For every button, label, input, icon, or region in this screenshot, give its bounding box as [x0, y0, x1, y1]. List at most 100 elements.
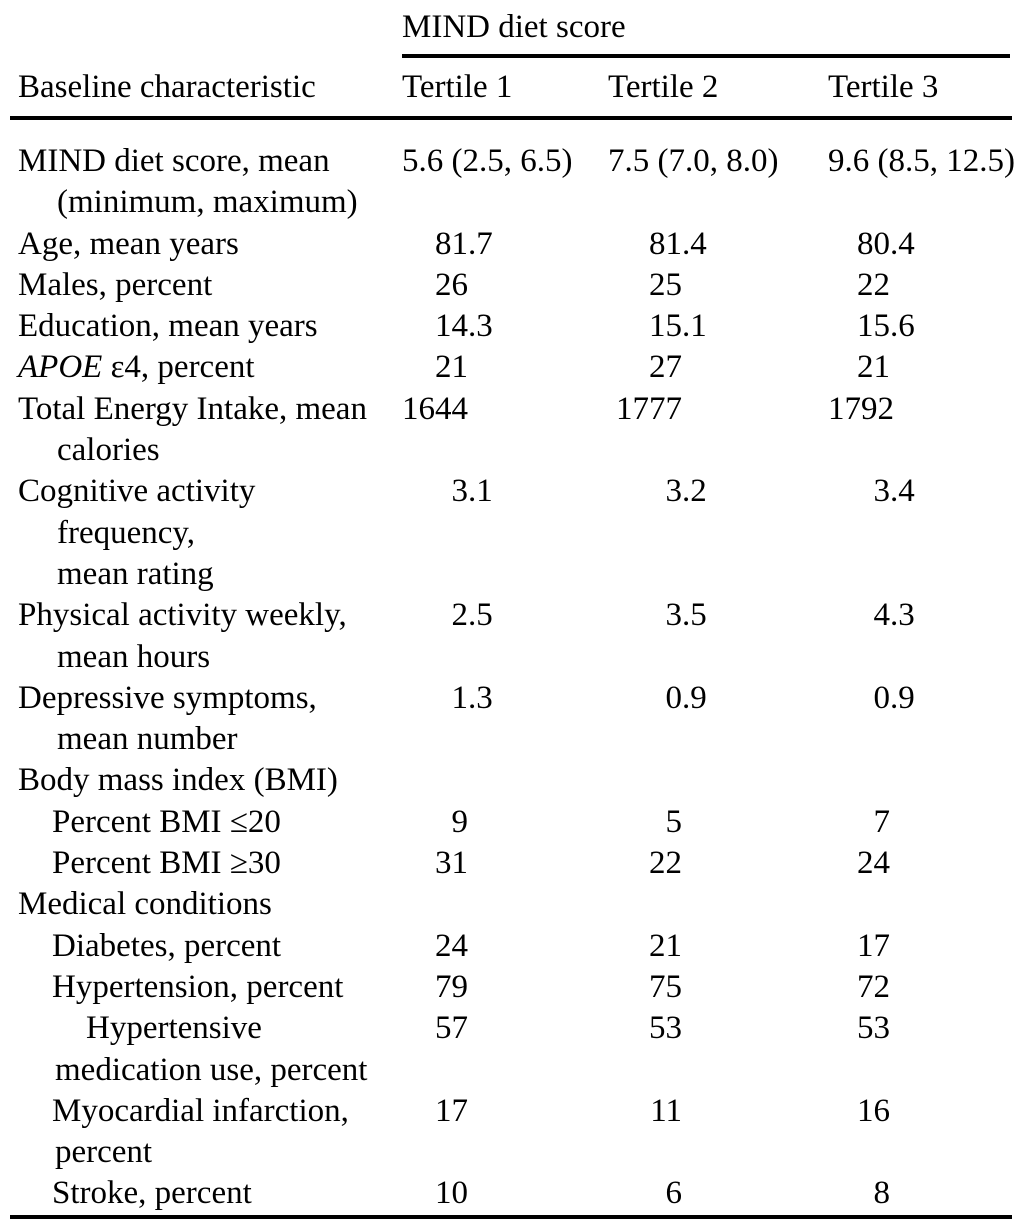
- table-row-line: Males, percent 26 25 22: [10, 265, 1012, 306]
- row-label: Myocardial infarction,: [52, 1092, 349, 1129]
- row-label: Hypertension, percent: [52, 968, 344, 1005]
- value-cell: 25: [608, 265, 828, 306]
- value-cell: 1777: [608, 389, 828, 430]
- value-integer-part: 22: [857, 266, 890, 303]
- table-row-line: MIND diet score, mean 5.6 (2.5, 6.5) 7.5 (…: [10, 141, 1015, 182]
- value-integer-part: 27: [649, 349, 682, 386]
- value-cell: 81.4: [608, 224, 828, 265]
- row-label: Education, mean years: [18, 308, 318, 345]
- value-cell: 15.1: [608, 306, 828, 347]
- value-integer-part: 3: [665, 597, 683, 634]
- value-fraction-part: .2: [682, 473, 707, 510]
- value-cell: 3.1: [402, 471, 608, 512]
- value-cell: 9.6 (8.5, 12.5): [828, 143, 1015, 179]
- value-cell: 17: [828, 926, 1012, 967]
- value-cell: 4.3: [828, 595, 1012, 636]
- value-cell: 57: [402, 1008, 608, 1049]
- value-fraction-part: .1: [468, 473, 493, 510]
- value-integer-part: 81: [649, 225, 682, 262]
- value-integer-part: 10: [435, 1175, 468, 1212]
- table-row-line: calories: [10, 430, 1012, 471]
- value-integer-part: 15: [857, 308, 890, 345]
- value-integer-part: 3: [451, 473, 469, 510]
- row-label: Males, percent: [18, 266, 213, 303]
- value-integer-part: 80: [857, 225, 890, 262]
- value-fraction-part: .9: [890, 679, 915, 716]
- value-cell: 2.5: [402, 595, 608, 636]
- table-row-line: APOE ε4, percent 21 27 21: [10, 347, 1012, 388]
- baseline-characteristics-table: MIND diet score Baseline characteristic …: [10, 0, 1015, 1219]
- value-integer-part: 24: [435, 927, 468, 964]
- column-header-tertile-1: Tertile 1: [402, 68, 513, 105]
- value-integer-part: 75: [649, 968, 682, 1005]
- table-bottom-rule: [10, 1214, 1012, 1219]
- table-row-line: mean rating: [10, 554, 1012, 595]
- table-row-line: Physical activity weekly, 2.5 3.5 4.3: [10, 595, 1012, 636]
- row-label: mean rating: [57, 555, 214, 592]
- value-cell: 9: [402, 802, 608, 843]
- value-integer-part: 53: [649, 1010, 682, 1047]
- value-cell: 72: [828, 967, 1012, 1008]
- row-label: calories: [57, 432, 160, 469]
- spanner-header-row: MIND diet score: [10, 0, 1012, 54]
- value-integer-part: 24: [857, 845, 890, 882]
- value-cell: 5.6 (2.5, 6.5): [402, 143, 573, 179]
- table-row-line: Age, mean years 81.7 81.4 80.4: [10, 224, 1012, 265]
- row-label: Age, mean years: [18, 225, 239, 262]
- value-fraction-part: .1: [682, 308, 707, 345]
- row-label: percent: [55, 1134, 153, 1171]
- value-cell: 7.5 (7.0, 8.0): [608, 143, 779, 179]
- row-label: Percent BMI ≥30: [52, 845, 281, 882]
- table-row-line: Cognitive activity 3.1 3.2 3.4: [10, 471, 1012, 512]
- row-label: Cognitive activity: [18, 473, 256, 510]
- value-fraction-part: .4: [890, 473, 915, 510]
- value-integer-part: 0: [873, 679, 891, 716]
- table-row-line: Diabetes, percent 24 21 17: [10, 926, 1012, 967]
- value-cell: 75: [608, 967, 828, 1008]
- value-cell: 24: [828, 843, 1012, 884]
- value-cell: 15.6: [828, 306, 1012, 347]
- value-integer-part: 53: [857, 1010, 890, 1047]
- value-cell: 80.4: [828, 224, 1012, 265]
- value-fraction-part: .4: [890, 225, 915, 262]
- column-header-tertile-2: Tertile 2: [608, 68, 719, 105]
- value-cell: 79: [402, 967, 608, 1008]
- value-integer-part: 79: [435, 968, 468, 1005]
- row-label: Percent BMI ≤20: [52, 803, 281, 840]
- value-cell: 17: [402, 1091, 608, 1132]
- table-row-line: Hypertension, percent 79 75 72: [10, 967, 1012, 1008]
- row-label: Diabetes, percent: [52, 927, 282, 964]
- value-cell: 81.7: [402, 224, 608, 265]
- value-cell: 24: [402, 926, 608, 967]
- table-row-line: Stroke, percent 10 6 8: [10, 1173, 1012, 1214]
- row-label: Medical conditions: [18, 886, 272, 923]
- table-row-line: Percent BMI ≥30 31 22 24: [10, 843, 1012, 884]
- table-row-line: Percent BMI ≤20 9 5 7: [10, 802, 1012, 843]
- table-row-line: mean hours: [10, 637, 1012, 678]
- value-fraction-part: .9: [682, 679, 707, 716]
- value-cell: 22: [828, 265, 1012, 306]
- value-integer-part: 21: [649, 927, 682, 964]
- value-cell: 7: [828, 802, 1012, 843]
- value-integer-part: 14: [435, 308, 468, 345]
- row-label: MIND diet score, mean: [18, 143, 330, 179]
- value-integer-part: 31: [435, 845, 468, 882]
- row-label: Hypertensive: [86, 1010, 262, 1047]
- value-integer-part: 22: [649, 845, 682, 882]
- value-integer-part: 16: [857, 1092, 890, 1129]
- table-row-line: Medical conditions: [10, 884, 1012, 925]
- value-integer-part: 81: [435, 225, 468, 262]
- row-label: Depressive symptoms,: [18, 679, 317, 716]
- spanner-label: MIND diet score: [402, 8, 626, 45]
- value-cell: 53: [828, 1008, 1012, 1049]
- value-fraction-part: .3: [468, 679, 493, 716]
- value-cell: 53: [608, 1008, 828, 1049]
- table-row-line: Body mass index (BMI): [10, 760, 1012, 801]
- table-row-line: medication use, percent: [10, 1050, 1012, 1091]
- row-label: frequency,: [57, 514, 196, 551]
- table-row-line: Hypertensive 57 53 53: [10, 1008, 1012, 1049]
- table-row-line: Education, mean years 14.3 15.1 15.6: [10, 306, 1012, 347]
- value-integer-part: 3: [665, 473, 683, 510]
- value-integer-part: 5: [665, 803, 683, 840]
- value-cell: 21: [402, 347, 608, 388]
